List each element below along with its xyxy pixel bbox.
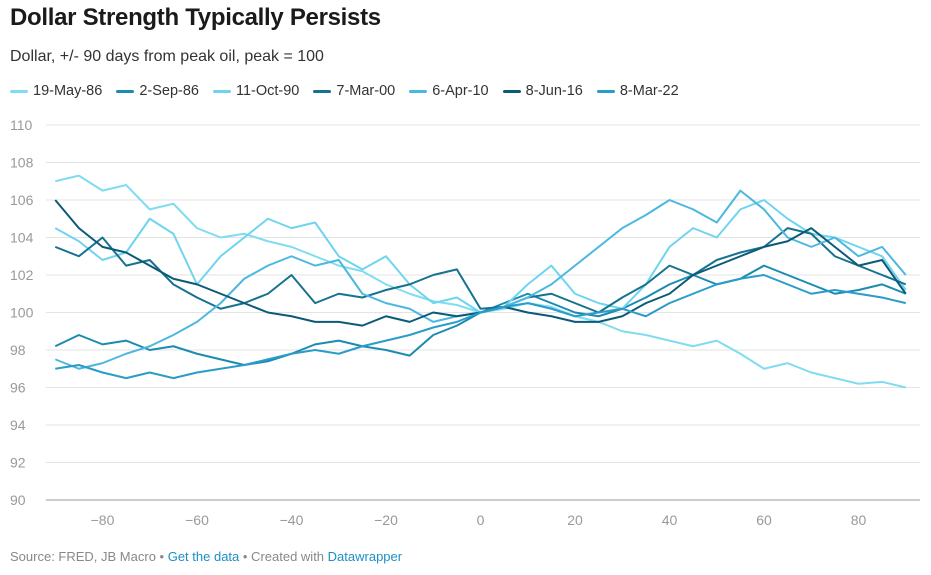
chart-subtitle: Dollar, +/- 90 days from peak oil, peak … xyxy=(10,48,324,65)
y-tick-label: 92 xyxy=(10,455,26,471)
legend-label: 7-Mar-00 xyxy=(336,83,396,99)
x-tick-label: −80 xyxy=(91,512,115,528)
legend-swatch xyxy=(502,89,521,93)
y-tick-label: 94 xyxy=(10,417,26,433)
legend-item: 7-Mar-00 xyxy=(313,83,395,99)
y-tick-label: 110 xyxy=(10,117,33,133)
y-tick-label: 102 xyxy=(10,267,34,283)
separator: • xyxy=(155,549,168,564)
legend: 19-May-86 2-Sep-86 11-Oct-90 7-Mar-00 6-Apr-… xyxy=(10,83,679,99)
y-tick-label: 96 xyxy=(10,380,26,396)
series-line-11-Oct-90 xyxy=(54,199,907,314)
legend-swatch xyxy=(313,89,332,93)
datawrapper-link[interactable]: Datawrapper xyxy=(327,549,403,564)
legend-swatch xyxy=(10,89,28,93)
legend-item: 2-Sep-86 xyxy=(116,83,199,99)
x-tick-label: −20 xyxy=(374,512,398,528)
legend-swatch xyxy=(116,89,135,93)
x-tick-label: 40 xyxy=(662,512,678,528)
legend-item: 6-Apr-10 xyxy=(409,83,489,99)
legend-label: 8-Mar-22 xyxy=(619,83,679,99)
x-tick-label: −60 xyxy=(185,512,209,528)
source-text: Source: FRED, JB Macro xyxy=(10,549,156,564)
x-tick-label: 80 xyxy=(851,512,867,528)
x-tick-label: 20 xyxy=(567,512,583,528)
series-line-8-Mar-22 xyxy=(55,274,906,380)
y-tick-label: 100 xyxy=(10,305,34,321)
legend-swatch xyxy=(212,89,231,93)
created-with-text: • Created with xyxy=(239,549,328,564)
series-line-8-Jun-16 xyxy=(54,199,907,327)
y-tick-label: 108 xyxy=(10,155,34,171)
y-tick-label: 98 xyxy=(10,342,26,358)
legend-label: 8-Jun-16 xyxy=(525,83,583,99)
legend-label: 19-May-86 xyxy=(33,83,103,99)
legend-swatch xyxy=(596,89,615,93)
y-tick-label: 106 xyxy=(10,192,34,208)
chart-title: Dollar Strength Typically Persists xyxy=(10,4,381,31)
legend-item: 8-Mar-22 xyxy=(596,83,679,99)
y-tick-label: 90 xyxy=(10,492,26,508)
get-data-link[interactable]: Get the data xyxy=(167,549,240,564)
footer: Source: FRED, JB Macro • Get the data • … xyxy=(10,549,402,564)
legend-swatch xyxy=(409,89,428,93)
legend-item: 11-Oct-90 xyxy=(212,83,300,99)
x-tick-label: 60 xyxy=(756,512,772,528)
legend-label: 11-Oct-90 xyxy=(235,83,300,99)
legend-item: 8-Jun-16 xyxy=(502,83,583,99)
x-tick-label: 0 xyxy=(477,512,485,528)
legend-label: 2-Sep-86 xyxy=(139,83,199,99)
line-chart: 110 108 106 104 102 100 98 96 94 92 90 −80 −60 −40 −20… xyxy=(10,117,920,528)
legend-label: 6-Apr-10 xyxy=(432,83,489,99)
x-tick-label: −40 xyxy=(280,512,304,528)
y-tick-label: 104 xyxy=(10,230,34,246)
legend-item: 19-May-86 xyxy=(10,83,102,99)
